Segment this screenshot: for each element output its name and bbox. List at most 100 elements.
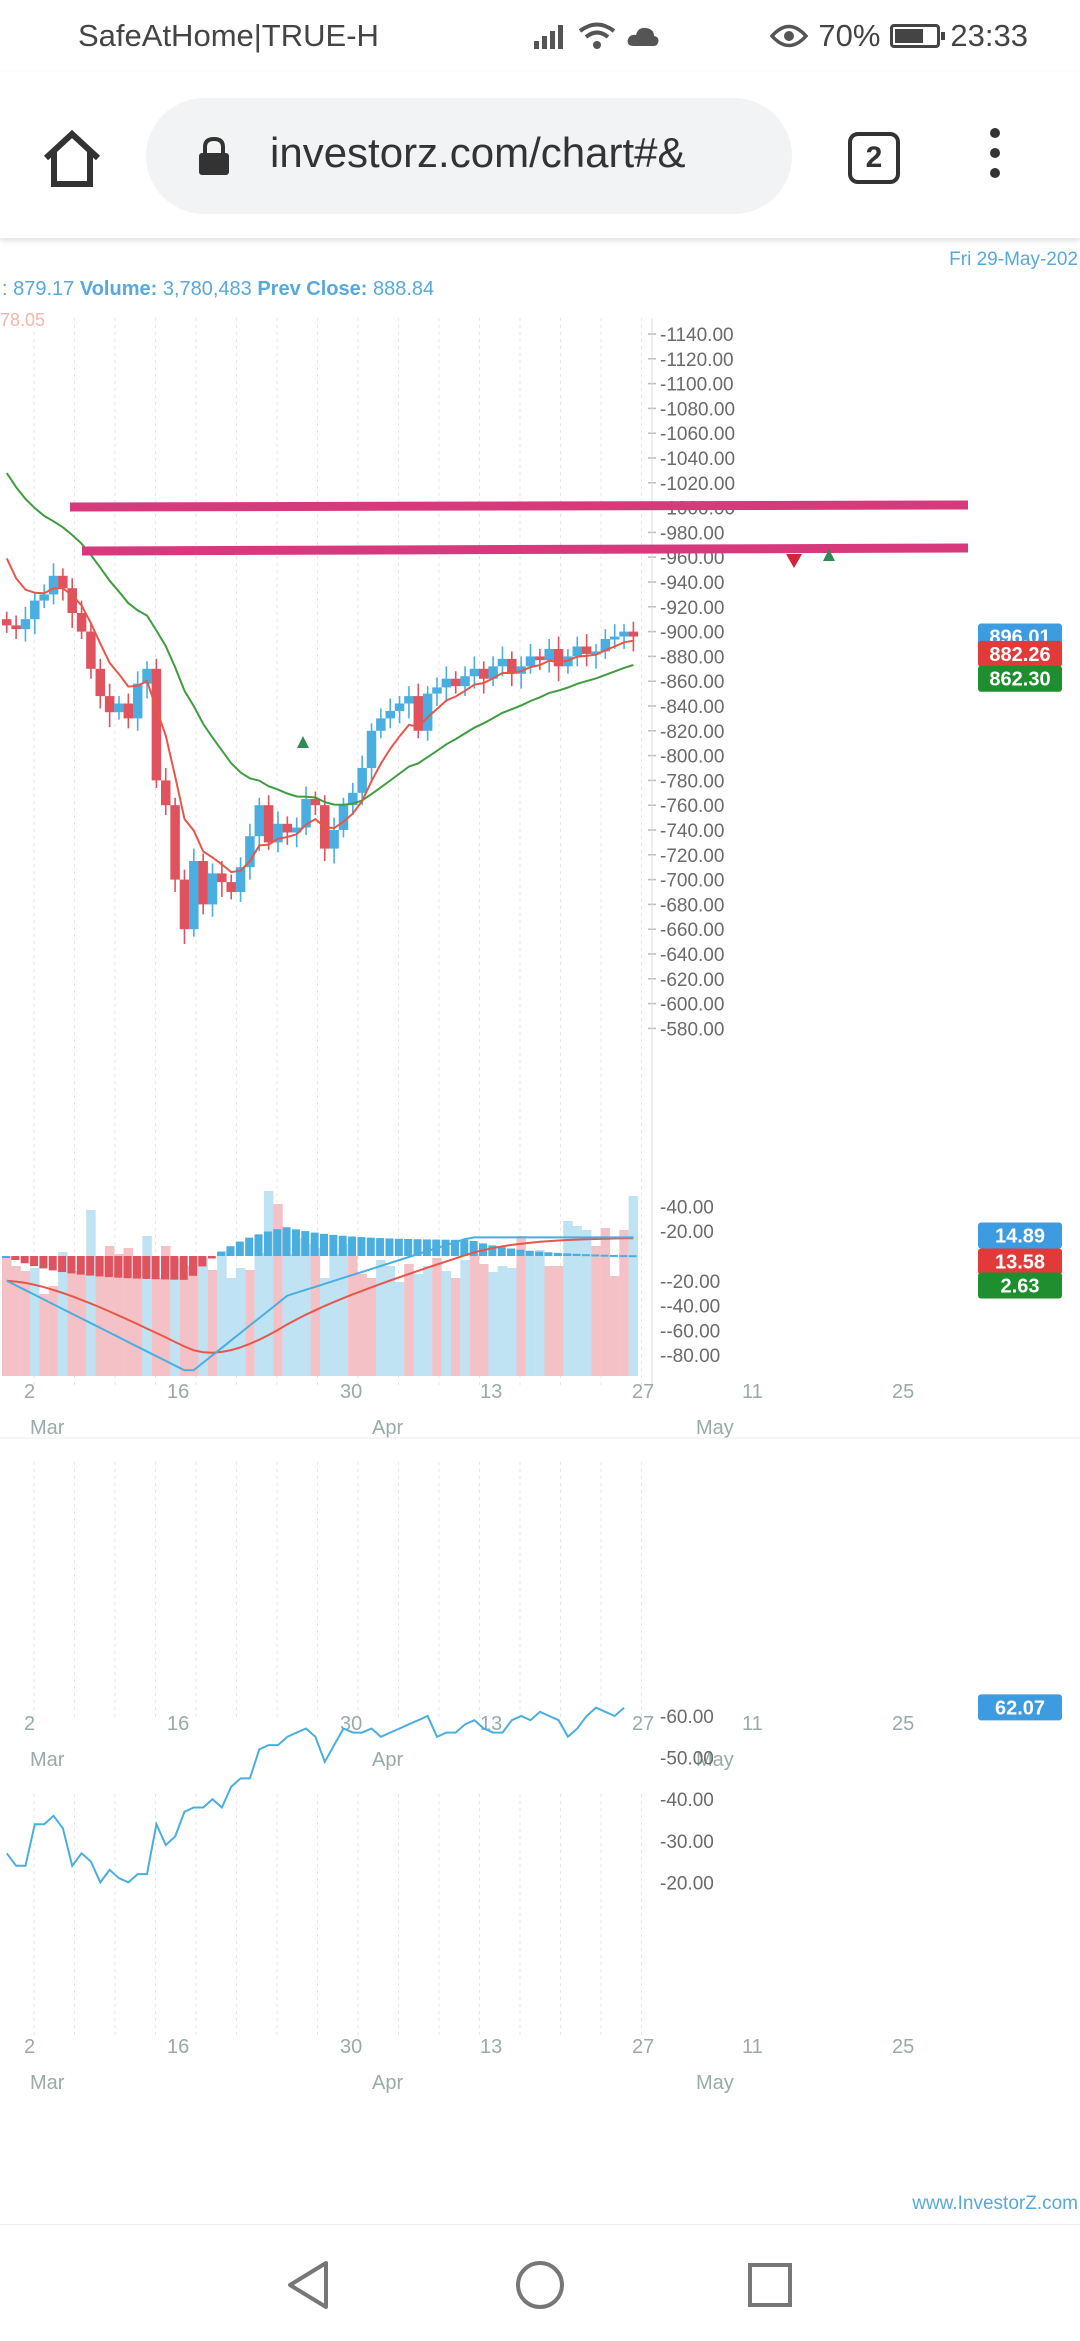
candle-body xyxy=(161,780,171,806)
carrier-name: SafeAtHome|TRUE-H xyxy=(78,18,379,53)
volume-bar xyxy=(563,1221,573,1376)
macd-histogram-bar xyxy=(11,1256,20,1260)
eye-icon xyxy=(770,24,809,48)
macd-histogram-bar xyxy=(151,1256,160,1280)
x-month-label: Apr xyxy=(372,2072,403,2094)
candle-body xyxy=(207,873,218,905)
volume-bar xyxy=(535,1250,545,1376)
volume-bar xyxy=(628,1196,639,1376)
price-tag-ema-slow-bg xyxy=(978,665,1062,692)
candle-body xyxy=(104,696,115,713)
volume-bar xyxy=(310,1248,321,1376)
price-tag-ema-slow: 862.30 xyxy=(989,669,1050,691)
volume-bar xyxy=(58,1252,68,1376)
candle-body xyxy=(179,879,190,930)
macd-histogram-bar xyxy=(591,1254,600,1257)
overflow-menu-icon[interactable] xyxy=(980,128,1010,188)
status-bar: SafeAtHome|TRUE-H 70% 23:33 xyxy=(0,0,1080,72)
volume-bar xyxy=(132,1256,143,1376)
candle-body xyxy=(404,696,414,704)
navigation-bar xyxy=(0,2224,1080,2341)
x-tick-label: 2 xyxy=(24,2036,35,2058)
candle-body xyxy=(338,805,349,830)
address-bar[interactable]: investorz.com/chart#& xyxy=(146,98,792,214)
candle-body xyxy=(30,600,40,620)
candle-body xyxy=(581,646,592,654)
volume-bar xyxy=(619,1230,629,1376)
candle-body xyxy=(600,639,611,652)
volume-bar xyxy=(273,1204,283,1376)
back-icon[interactable] xyxy=(284,2259,332,2311)
volume-bar xyxy=(376,1260,386,1376)
x-tick-label: 27 xyxy=(632,1713,654,1735)
volume-bar xyxy=(30,1268,40,1376)
macd-histogram-bar xyxy=(104,1256,113,1278)
macd-histogram-bar xyxy=(507,1248,516,1256)
price-axis-label: -740.00 xyxy=(660,821,724,842)
macd-histogram-bar xyxy=(516,1249,525,1256)
status-right: 70% 23:33 xyxy=(534,18,1028,54)
volume-bar xyxy=(161,1246,171,1376)
volume-bar xyxy=(39,1294,49,1376)
volume-bar xyxy=(291,1238,302,1376)
macd-histogram-bar xyxy=(263,1231,272,1256)
macd-histogram-bar xyxy=(189,1256,198,1276)
x-tick-label: 25 xyxy=(892,1713,914,1735)
macd-histogram-bar xyxy=(413,1239,422,1256)
home-icon[interactable] xyxy=(36,122,108,194)
x-tick-label: 2 xyxy=(24,1713,35,1735)
candle-body xyxy=(413,696,424,731)
candle-body xyxy=(441,678,452,688)
price-axis-label: -760.00 xyxy=(660,796,724,817)
x-tick-label: 27 xyxy=(632,2036,654,2058)
candle-body xyxy=(273,823,283,843)
candle-body xyxy=(151,668,162,781)
resistance-trendline xyxy=(69,500,969,512)
volume-bar xyxy=(450,1278,461,1376)
volume-bar xyxy=(151,1278,162,1376)
volume-bar xyxy=(497,1266,508,1376)
volume-bar xyxy=(357,1274,367,1376)
volume-bar xyxy=(207,1270,218,1376)
candle-body xyxy=(263,805,274,843)
volume-bar xyxy=(553,1266,564,1376)
volume-bar xyxy=(507,1268,517,1376)
volume-bar xyxy=(67,1271,77,1376)
macd-histogram-bar xyxy=(450,1239,459,1256)
macd-histogram-bar xyxy=(235,1241,244,1256)
volume-bar xyxy=(198,1258,208,1376)
recents-icon[interactable] xyxy=(746,2261,794,2309)
volume-bar xyxy=(48,1286,59,1376)
x-month-label: May xyxy=(696,1417,734,1439)
rsi-tag-bg xyxy=(978,1694,1062,1721)
macd-histogram-bar xyxy=(132,1256,141,1279)
macd-histogram-bar xyxy=(20,1256,29,1264)
home-nav-icon[interactable] xyxy=(514,2259,566,2311)
tabs-count-button[interactable]: 2 xyxy=(848,132,900,184)
macd-histogram-bar xyxy=(394,1238,403,1256)
macd-histogram-bar xyxy=(609,1254,618,1257)
x-month-label: Mar xyxy=(30,1417,65,1439)
macd-histogram-bar xyxy=(76,1256,85,1275)
candle-body xyxy=(422,693,433,731)
volume-bar xyxy=(189,1256,199,1376)
price-axis-label: -820.00 xyxy=(660,722,724,743)
stock-chart[interactable]: Fri 29-May-202: 879.17 Volume: 3,780,483… xyxy=(0,238,1080,2224)
macd-histogram-bar xyxy=(525,1250,534,1256)
candle-body xyxy=(48,575,59,595)
chart-canvas[interactable]: Fri 29-May-202: 879.17 Volume: 3,780,483… xyxy=(0,238,1080,2224)
price-axis-label: -860.00 xyxy=(660,672,724,693)
macd-histogram-bar xyxy=(600,1254,609,1257)
candle-body xyxy=(132,683,143,719)
volume-bar xyxy=(469,1254,480,1376)
candle-body xyxy=(198,861,208,905)
rsi-axis-label: -60.00 xyxy=(660,1707,714,1728)
rsi-axis-label: -30.00 xyxy=(660,1832,714,1853)
volume-bar xyxy=(217,1251,227,1376)
volume-bar xyxy=(95,1256,106,1376)
price-axis-label: -800.00 xyxy=(660,747,724,768)
macd-signal-tag: 13.58 xyxy=(995,1252,1045,1274)
candle-body xyxy=(217,873,227,883)
candle-body xyxy=(535,656,545,661)
price-axis-label: -920.00 xyxy=(660,598,724,619)
